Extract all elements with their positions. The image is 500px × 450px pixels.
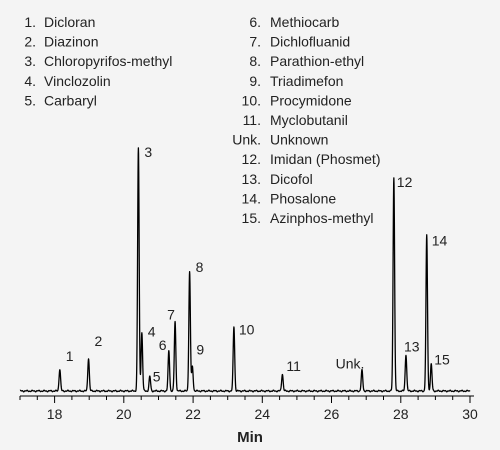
x-axis-label: Min [237, 429, 263, 446]
peak-label: 2 [95, 333, 103, 349]
legend-number: 7. [249, 34, 261, 50]
peak-label: 6 [159, 337, 167, 353]
legend-number: 3. [24, 53, 36, 69]
legend-entry: Triadimefon [270, 73, 343, 89]
peak-label: 5 [153, 368, 161, 384]
peak-label: 1 [66, 348, 74, 364]
chromatogram-trace [19, 147, 471, 393]
legend-entry: Imidan (Phosmet) [270, 151, 380, 167]
x-tick-label: 26 [324, 406, 340, 422]
legend-number: 14. [242, 190, 261, 206]
legend-number: 1. [24, 14, 36, 30]
peak-label: 9 [196, 342, 204, 358]
legend-number: 12. [242, 151, 261, 167]
peak-label: Unk. [336, 355, 365, 371]
legend-number: 5. [24, 92, 36, 108]
x-tick-label: 30 [462, 406, 478, 422]
legend: 1. Dicloran 2. Diazinon 3. Chloropyrifos-meth… [24, 14, 380, 226]
peak-label: 15 [434, 351, 450, 367]
legend-entry: Chloropyrifos-methyl [44, 53, 172, 69]
x-tick-label: 18 [47, 406, 63, 422]
legend-number: 4. [24, 73, 36, 89]
x-tick-label: 20 [116, 406, 132, 422]
legend-entry: Vinclozolin [44, 73, 111, 89]
legend-entry: Phosalone [270, 190, 336, 206]
legend-number: 15. [242, 210, 261, 226]
legend-number: 11. [243, 112, 261, 128]
peak-label: 11 [286, 358, 301, 374]
peak-label: 10 [239, 322, 255, 338]
x-axis-ticks: 18 20 22 24 26 28 30 [19, 396, 478, 422]
x-tick-label: 28 [393, 406, 409, 422]
legend-entry: Carbaryl [44, 92, 97, 108]
trace-layer [19, 147, 471, 393]
legend-entry: Unknown [270, 132, 328, 148]
legend-number: 9. [249, 73, 261, 89]
legend-entry: Methiocarb [270, 14, 339, 30]
peak-label: 4 [148, 324, 156, 340]
legend-entry: Myclobutanil [270, 112, 348, 128]
peak-label: 12 [397, 174, 413, 190]
peak-label: 13 [404, 339, 420, 355]
legend-entry: Dicloran [44, 14, 95, 30]
peak-label: 3 [144, 144, 152, 160]
legend-number: 10. [242, 92, 261, 108]
legend-entry: Parathion-ethyl [270, 53, 364, 69]
legend-number: 2. [24, 34, 36, 50]
legend-entry: Azinphos-methyl [270, 210, 374, 226]
legend-number: Unk. [232, 132, 261, 148]
legend-entry: Diazinon [44, 34, 98, 50]
legend-number: 8. [249, 53, 261, 69]
legend-entry: Dicofol [270, 171, 313, 187]
x-tick-label: 22 [185, 406, 201, 422]
legend-number: 6. [249, 14, 261, 30]
peak-label: 14 [432, 233, 448, 249]
legend-number: 13. [242, 171, 261, 187]
peak-label: 8 [196, 259, 204, 275]
legend-entry: Dichlofluanid [270, 34, 350, 50]
x-tick-label: 24 [255, 406, 271, 422]
peak-label: 7 [167, 307, 175, 323]
legend-entry: Procymidone [270, 92, 352, 108]
